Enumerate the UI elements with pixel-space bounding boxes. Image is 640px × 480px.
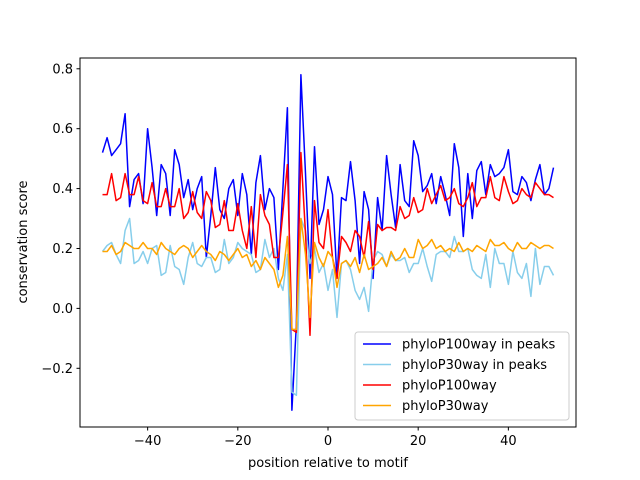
x-tick-label: 0 <box>324 434 332 449</box>
y-tick-label: 0.2 <box>52 242 73 257</box>
y-tick-label: 0.4 <box>52 182 73 197</box>
series-line-0 <box>101 74 555 411</box>
legend-label: phyloP30way <box>402 399 489 414</box>
x-tick-label: −20 <box>224 434 251 449</box>
y-tick-label: 0.8 <box>52 62 73 77</box>
x-tick-label: 40 <box>500 434 517 449</box>
y-tick-label: 0.6 <box>52 122 73 137</box>
series-line-3 <box>102 217 554 331</box>
x-axis-label: position relative to motif <box>248 456 408 471</box>
legend-label: phyloP30way in peaks <box>402 358 547 373</box>
series-line-1 <box>101 217 555 397</box>
series-line-2 <box>102 151 554 337</box>
y-axis-label: conservation score <box>16 180 31 303</box>
legend-label: phyloP100way in peaks <box>402 338 556 353</box>
legend: phyloP100way in peaks phyloP30way in peak… <box>354 331 570 421</box>
x-tick-label: −40 <box>134 434 161 449</box>
x-tick-label: 20 <box>410 434 427 449</box>
y-tick-label: −0.2 <box>41 362 73 377</box>
legend-label: phyloP100way <box>402 379 497 394</box>
y-tick-label: 0.0 <box>52 302 73 317</box>
